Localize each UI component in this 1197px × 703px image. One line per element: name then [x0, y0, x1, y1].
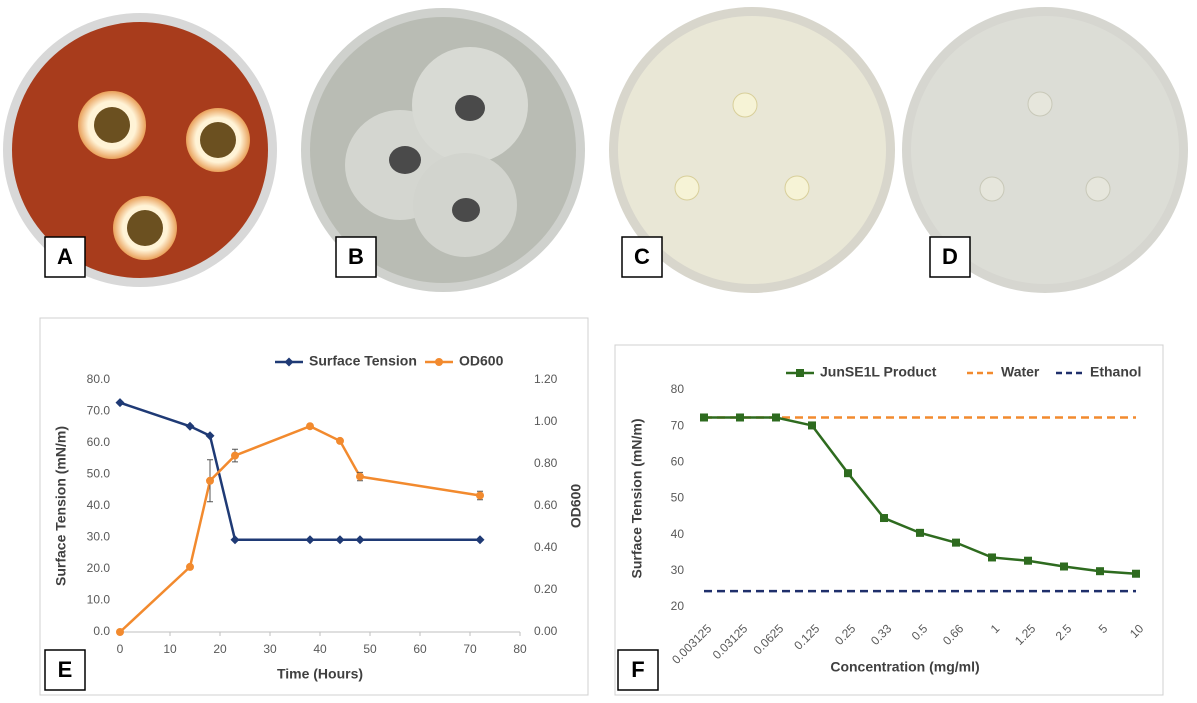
y-tick-label: 60.0 — [87, 435, 111, 449]
marker — [305, 535, 315, 545]
legend-label: JunSE1L Product — [820, 364, 937, 380]
x-tick-label: 10 — [163, 642, 177, 656]
plate-photo — [609, 7, 895, 293]
chart-frame — [39, 317, 589, 696]
y-tick-label: 50.0 — [87, 467, 111, 481]
marker — [700, 413, 708, 422]
y-tick-label: 20 — [671, 599, 685, 613]
y2-tick-label: 0.00 — [534, 624, 558, 638]
legend-label: Water — [1001, 364, 1040, 380]
marker — [988, 553, 996, 562]
marker — [284, 357, 294, 367]
legend-label: Ethanol — [1090, 364, 1141, 380]
marker — [206, 476, 214, 485]
label-box — [44, 649, 86, 691]
y-tick-label: 0.0 — [93, 624, 110, 638]
label-box — [44, 236, 86, 278]
label-box — [617, 649, 659, 691]
y-tick-label: 20.0 — [87, 561, 111, 575]
plate-photo — [902, 7, 1188, 293]
marker — [476, 491, 484, 500]
label-box — [621, 236, 663, 278]
y-axis-title: Surface Tension (mN/m) — [629, 419, 645, 579]
marker — [185, 421, 195, 431]
marker — [1024, 556, 1032, 565]
y2-tick-label: 1.20 — [534, 372, 558, 386]
marker — [880, 514, 888, 523]
y-axis-title: Surface Tension (mN/m) — [53, 426, 69, 586]
label-box — [929, 236, 971, 278]
marker — [435, 358, 443, 366]
marker — [115, 398, 125, 408]
marker — [116, 628, 124, 636]
x-tick-label: 60 — [413, 642, 427, 656]
y-tick-label: 80 — [671, 382, 685, 396]
y-tick-label: 70.0 — [87, 404, 111, 418]
panel-label: A — [57, 244, 73, 269]
x-axis-title: Concentration (mg/ml) — [830, 659, 979, 675]
plate-photo — [3, 13, 277, 287]
x-tick-label: 70 — [463, 642, 477, 656]
marker — [952, 538, 960, 547]
marker — [808, 421, 816, 430]
legend-label: OD600 — [459, 353, 504, 369]
marker — [475, 535, 485, 545]
marker — [796, 369, 804, 377]
marker — [335, 535, 345, 545]
x-tick-label: 30 — [263, 642, 277, 656]
marker — [230, 535, 240, 545]
marker — [844, 469, 852, 478]
label-box — [335, 236, 377, 278]
panel-label: C — [634, 244, 650, 269]
y-tick-label: 40.0 — [87, 498, 111, 512]
marker — [1096, 567, 1104, 576]
plate-photo — [301, 8, 585, 292]
y2-tick-label: 0.20 — [534, 582, 558, 596]
marker — [336, 436, 344, 445]
x-tick-label: 40 — [313, 642, 327, 656]
panel-label: D — [942, 244, 958, 269]
x-axis-title: Time (Hours) — [277, 666, 363, 682]
marker — [772, 413, 780, 422]
marker — [1060, 562, 1068, 571]
marker — [356, 472, 364, 481]
y-tick-label: 10.0 — [87, 593, 111, 607]
marker — [916, 528, 924, 537]
y2-axis-title: OD600 — [568, 484, 584, 529]
marker — [205, 431, 215, 441]
x-tick-label: 50 — [363, 642, 377, 656]
legend-label: Surface Tension — [309, 353, 417, 369]
marker — [306, 422, 314, 431]
panel-label: E — [58, 657, 73, 682]
y-tick-label: 50 — [671, 491, 685, 505]
y-tick-label: 40 — [671, 527, 685, 541]
marker — [736, 413, 744, 422]
y-tick-label: 70 — [671, 418, 685, 432]
panel-label: B — [348, 244, 364, 269]
x-tick-label: 0 — [117, 642, 124, 656]
marker — [1132, 569, 1140, 578]
y-tick-label: 60 — [671, 455, 685, 469]
panel-label: F — [631, 657, 644, 682]
series-line — [119, 424, 481, 633]
y2-tick-label: 0.40 — [534, 540, 558, 554]
y2-tick-label: 0.80 — [534, 456, 558, 470]
y-tick-label: 30 — [671, 563, 685, 577]
marker — [231, 451, 239, 460]
y2-tick-label: 1.00 — [534, 414, 558, 428]
x-tick-label: 80 — [513, 642, 527, 656]
y2-tick-label: 0.60 — [534, 498, 558, 512]
y-tick-label: 80.0 — [87, 372, 111, 386]
x-tick-label: 20 — [213, 642, 227, 656]
y-tick-label: 30.0 — [87, 530, 111, 544]
marker — [355, 535, 365, 545]
marker — [186, 562, 194, 571]
